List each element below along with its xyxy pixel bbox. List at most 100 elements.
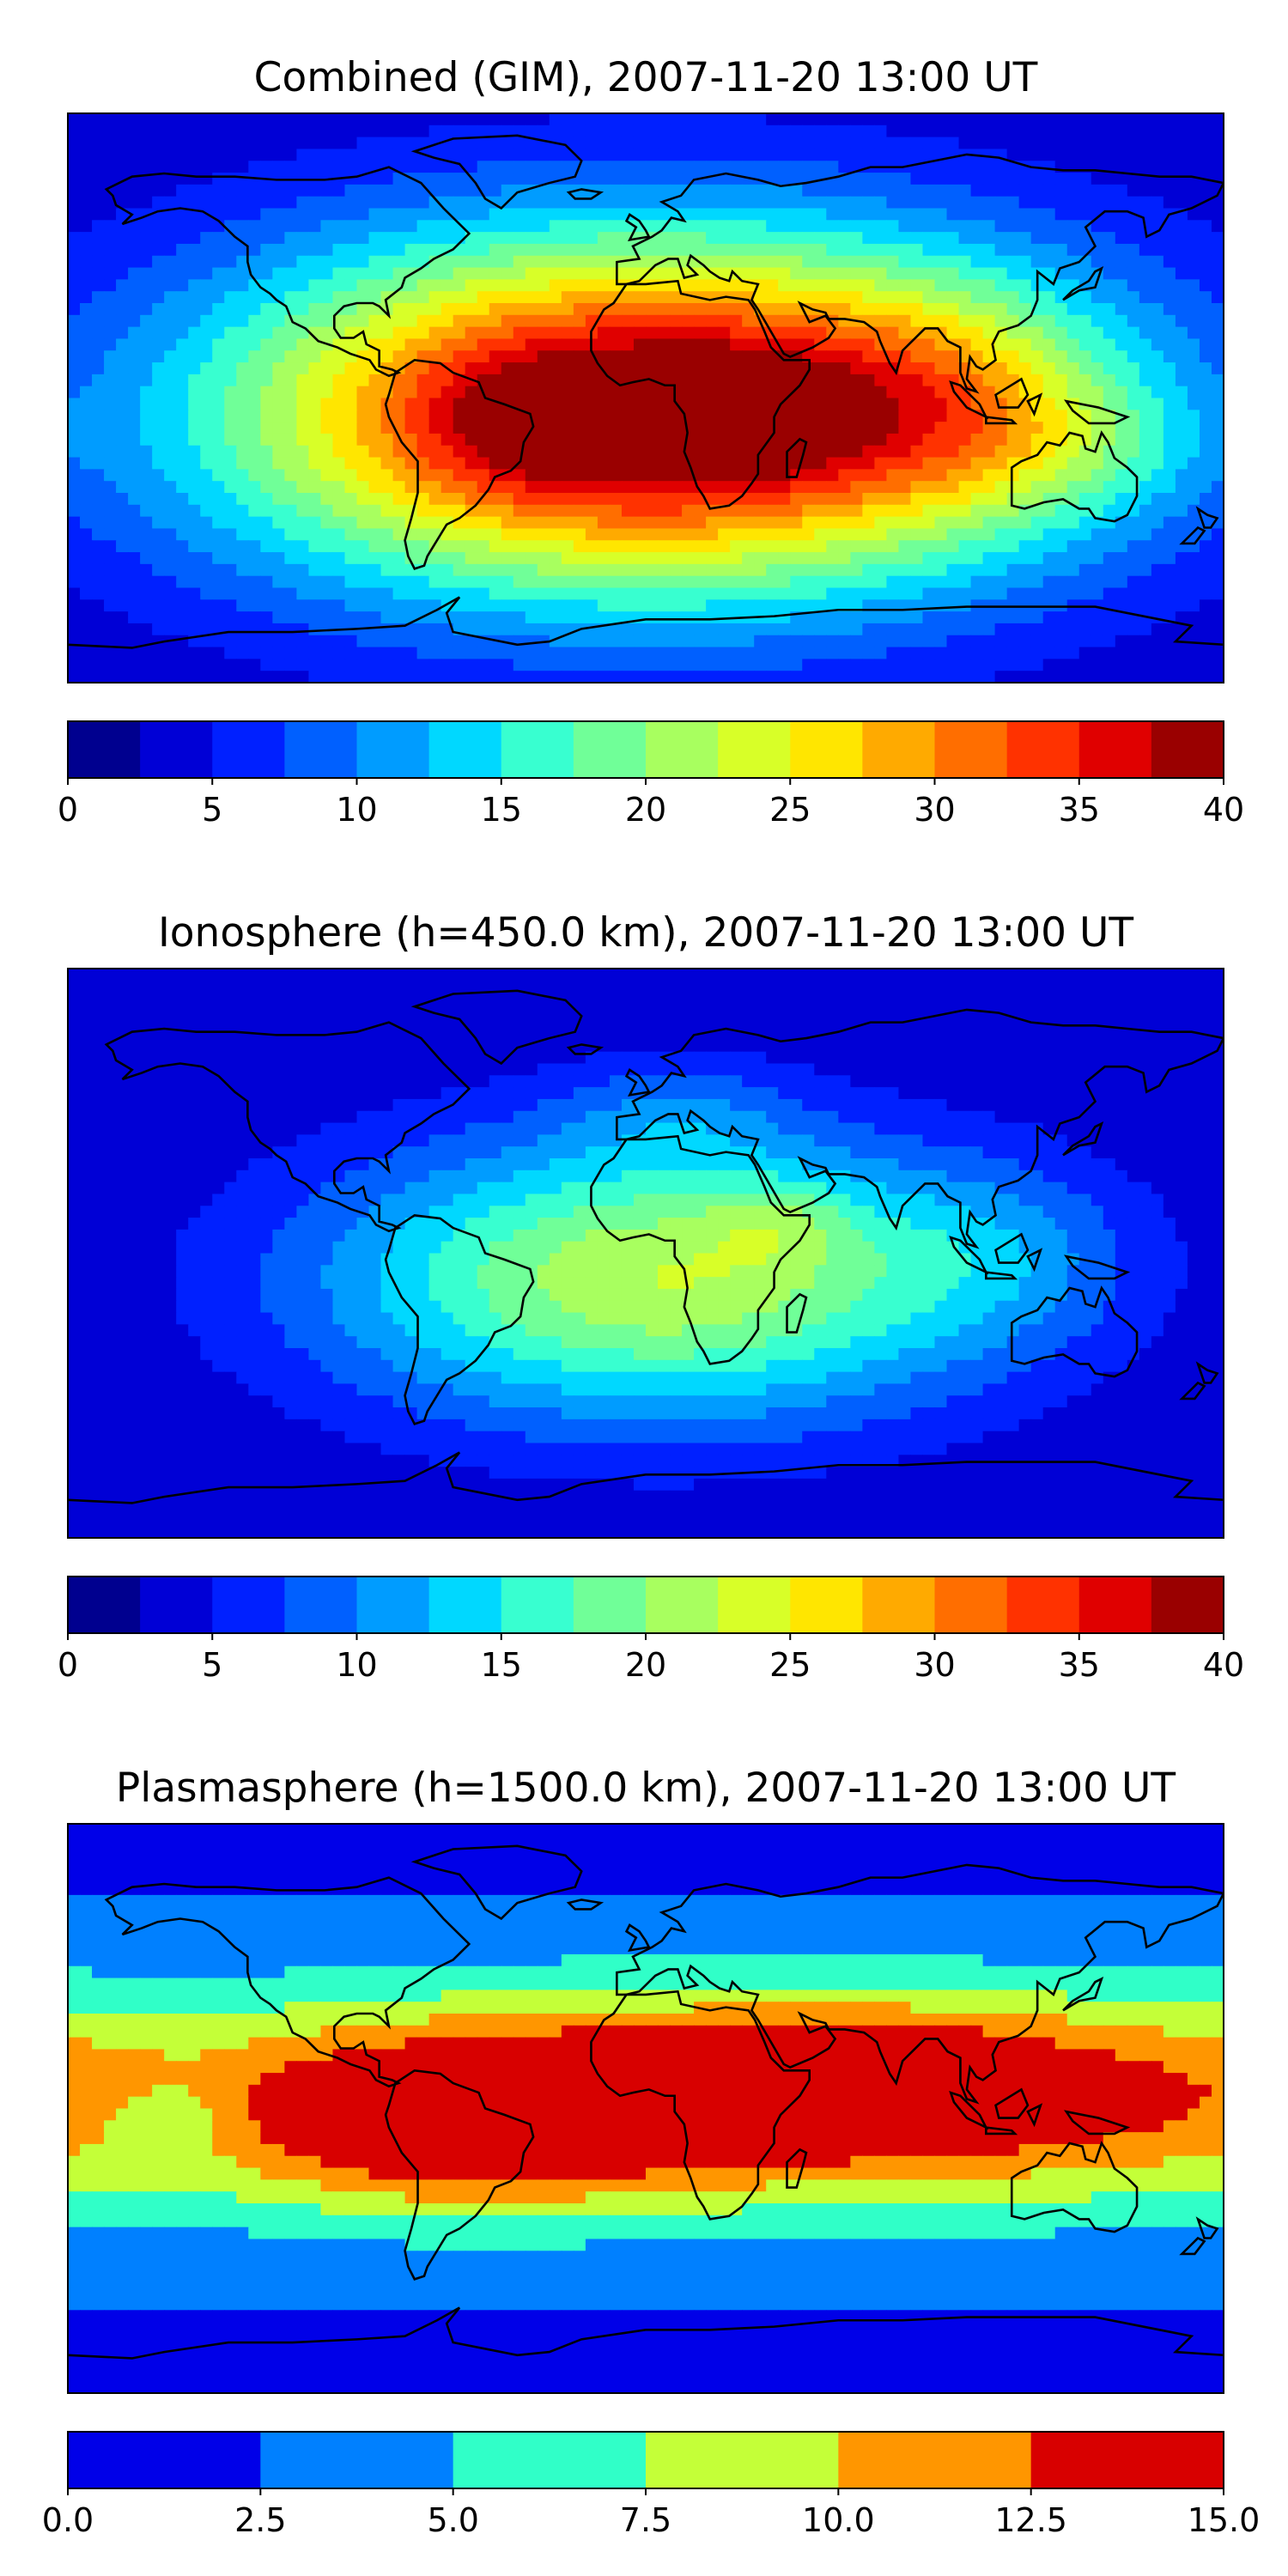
contour-cell	[272, 386, 285, 398]
contour-cell	[489, 671, 502, 683]
colorbar-swatch	[140, 721, 213, 778]
contour-cell	[538, 315, 550, 327]
contour-cell	[1212, 350, 1224, 362]
contour-cell	[610, 398, 623, 410]
contour-cell	[80, 528, 93, 540]
contour-cell	[224, 398, 237, 410]
contour-cell	[128, 327, 141, 339]
contour-cell	[706, 315, 719, 327]
contour-cell	[718, 481, 731, 493]
contour-cell	[682, 338, 695, 350]
contour-cell	[754, 386, 767, 398]
contour-cell	[104, 149, 117, 161]
contour-cell	[730, 422, 743, 434]
contour-cell	[381, 209, 394, 221]
contour-cell	[308, 268, 321, 280]
contour-cell	[850, 671, 863, 683]
contour-cell	[694, 540, 707, 552]
contour-cell	[1127, 125, 1140, 137]
contour-cell	[802, 268, 815, 280]
contour-cell	[670, 173, 683, 185]
contour-cell	[284, 113, 297, 125]
contour-cell	[200, 493, 213, 505]
contour-cell	[453, 303, 466, 315]
contour-cell	[995, 338, 1008, 350]
contour-cell	[598, 244, 611, 256]
contour-cell	[1067, 220, 1080, 232]
contour-cell	[730, 659, 743, 671]
contour-cell	[465, 588, 478, 600]
contour-cell	[1079, 338, 1092, 350]
contour-cell	[164, 647, 177, 659]
contour-cell	[766, 268, 779, 280]
contour-cell	[802, 981, 815, 993]
contour-cell	[622, 362, 635, 374]
contour-cell	[694, 197, 707, 209]
contour-cell	[320, 386, 333, 398]
contour-cell	[200, 161, 213, 173]
contour-cell	[802, 969, 815, 981]
contour-cell	[730, 137, 743, 149]
contour-cell	[92, 481, 105, 493]
contour-cell	[526, 505, 538, 517]
contour-cell	[284, 244, 297, 256]
contour-cell	[308, 434, 321, 446]
contour-cell	[320, 350, 333, 362]
contour-cell	[658, 137, 671, 149]
contour-cell	[538, 469, 550, 481]
contour-cell	[742, 981, 755, 993]
contour-cell	[453, 969, 466, 981]
contour-cell	[682, 576, 695, 588]
contour-cell	[308, 386, 321, 398]
contour-cell	[850, 623, 863, 635]
contour-cell	[622, 635, 635, 647]
contour-cell	[706, 528, 719, 540]
contour-cell	[344, 185, 357, 197]
contour-cell	[1127, 303, 1140, 315]
contour-cell	[610, 362, 623, 374]
contour-cell	[92, 410, 105, 422]
contour-cell	[477, 564, 490, 576]
contour-cell	[369, 422, 382, 434]
contour-cell	[670, 137, 683, 149]
contour-cell	[586, 161, 598, 173]
contour-cell	[562, 197, 574, 209]
contour-cell	[68, 197, 81, 209]
contour-cell	[308, 303, 321, 315]
contour-cell	[465, 1004, 478, 1016]
contour-cell	[886, 410, 899, 422]
contour-cell	[1079, 291, 1092, 303]
contour-cell	[766, 552, 779, 564]
contour-cell	[971, 125, 984, 137]
contour-cell	[1212, 410, 1224, 422]
contour-cell	[935, 599, 948, 611]
contour-cell	[188, 505, 201, 517]
contour-cell	[610, 481, 623, 493]
contour-cell	[935, 552, 948, 564]
contour-cell	[212, 315, 225, 327]
contour-cell	[814, 279, 827, 291]
contour-cell	[80, 458, 93, 470]
contour-cell	[862, 125, 875, 137]
contour-cell	[1151, 197, 1164, 209]
contour-cell	[1067, 671, 1080, 683]
contour-cell	[1067, 481, 1080, 493]
contour-cell	[308, 374, 321, 386]
contour-cell	[766, 291, 779, 303]
contour-cell	[200, 969, 213, 981]
contour-cell	[1139, 422, 1152, 434]
contour-cell	[730, 635, 743, 647]
contour-cell	[212, 671, 225, 683]
contour-cell	[1091, 647, 1104, 659]
contour-cell	[754, 647, 767, 659]
contour-cell	[910, 291, 923, 303]
contour-cell	[128, 315, 141, 327]
contour-cell	[995, 446, 1008, 458]
contour-cell	[1043, 588, 1056, 600]
contour-cell	[598, 232, 611, 244]
contour-cell	[935, 671, 948, 683]
contour-cell	[706, 446, 719, 458]
contour-cell	[320, 493, 333, 505]
contour-cell	[935, 969, 948, 981]
contour-cell	[670, 647, 683, 659]
